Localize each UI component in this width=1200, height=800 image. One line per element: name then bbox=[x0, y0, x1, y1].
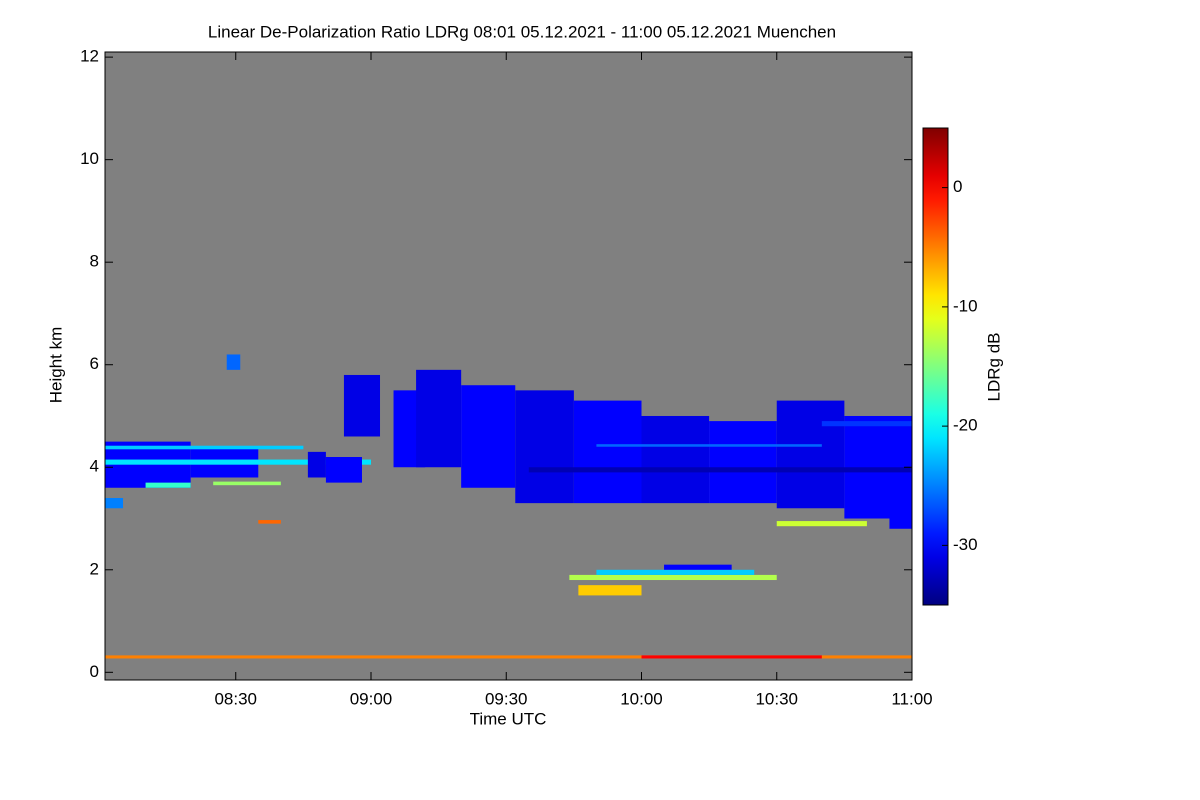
heat-cell bbox=[821, 421, 912, 427]
heat-cell bbox=[307, 451, 326, 478]
x-tick-label: 09:00 bbox=[350, 689, 393, 708]
heat-cell bbox=[709, 421, 777, 504]
heat-cell bbox=[105, 459, 371, 465]
colorbar-label: LDRg dB bbox=[984, 333, 1003, 402]
heat-cell bbox=[528, 467, 912, 473]
colorbar-tick-label: 0 bbox=[953, 177, 962, 196]
heat-cell bbox=[776, 521, 867, 527]
heat-cell bbox=[105, 655, 912, 659]
heat-cell bbox=[596, 569, 755, 575]
heat-cell bbox=[844, 415, 912, 519]
y-tick-label: 6 bbox=[90, 354, 99, 373]
plot-frame bbox=[104, 51, 913, 681]
heat-cell bbox=[226, 354, 241, 370]
heat-cell bbox=[105, 498, 124, 509]
heat-cell bbox=[343, 374, 381, 437]
heat-cell bbox=[416, 369, 462, 468]
colorbar-tick-label: -30 bbox=[953, 535, 978, 554]
x-axis-label: Time UTC bbox=[470, 709, 547, 728]
y-axis-label: Height km bbox=[46, 327, 65, 404]
plot-background bbox=[105, 52, 912, 680]
heat-cell bbox=[578, 585, 642, 596]
heat-cell bbox=[145, 482, 191, 488]
x-tick-label: 11:00 bbox=[891, 689, 932, 708]
heat-cell bbox=[325, 456, 362, 483]
y-tick-label: 8 bbox=[90, 252, 99, 271]
y-tick-label: 0 bbox=[90, 662, 99, 681]
x-tick-label: 10:00 bbox=[620, 689, 663, 708]
y-tick-label: 2 bbox=[90, 559, 99, 578]
chart-title: Linear De-Polarization Ratio LDRg 08:01 … bbox=[208, 22, 836, 41]
heat-cell bbox=[213, 481, 281, 486]
heat-cell bbox=[258, 520, 281, 524]
heat-cell bbox=[461, 385, 516, 488]
colorbar-tick-label: -20 bbox=[953, 416, 978, 435]
colorbar bbox=[922, 127, 949, 606]
heat-cell bbox=[596, 444, 822, 447]
heat-cell bbox=[573, 400, 642, 504]
y-tick-label: 4 bbox=[90, 457, 99, 476]
heat-cell bbox=[641, 655, 822, 659]
heat-cell bbox=[776, 400, 845, 509]
heat-cell bbox=[105, 445, 304, 450]
heat-cell bbox=[664, 564, 732, 570]
heat-cell bbox=[889, 513, 912, 529]
x-tick-label: 08:30 bbox=[214, 689, 257, 708]
y-tick-label: 10 bbox=[80, 149, 99, 168]
x-tick-label: 10:30 bbox=[755, 689, 798, 708]
x-tick-label: 09:30 bbox=[485, 689, 528, 708]
colorbar-tick-label: -10 bbox=[953, 296, 978, 315]
y-tick-label: 12 bbox=[80, 47, 99, 66]
heat-cell bbox=[641, 415, 710, 504]
heat-cell bbox=[515, 390, 574, 504]
heat-cell bbox=[569, 574, 777, 581]
